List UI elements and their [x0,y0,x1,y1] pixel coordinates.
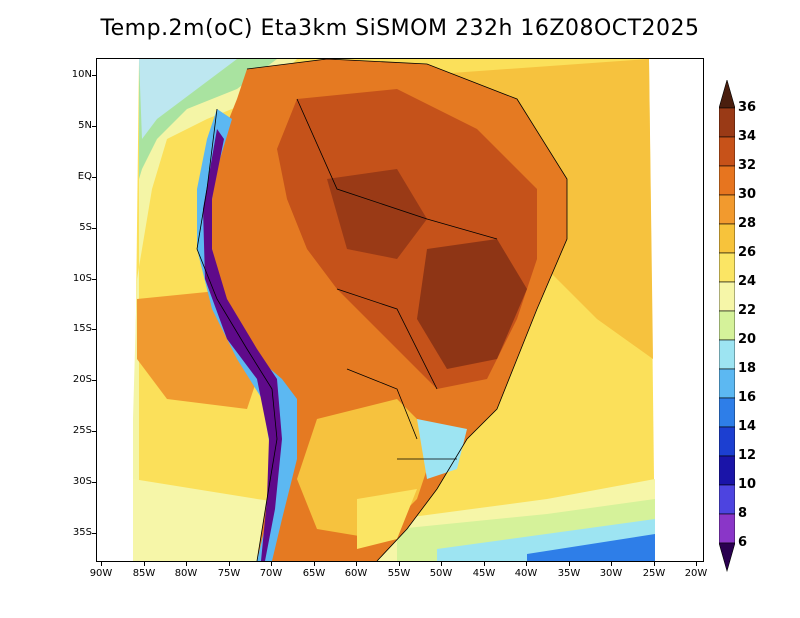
lon-label-65w: 65W [302,568,326,579]
colorbar-label: 22 [738,303,757,318]
colorbar-label: 34 [738,129,757,144]
colorbar-label: 14 [738,419,757,434]
colorbar-label: 20 [738,332,757,347]
colorbar-label: 26 [738,245,757,260]
colorbar-label: 16 [738,390,757,405]
temperature-map [97,59,703,561]
colorbar-label: 12 [738,448,757,463]
colorbar-segment [719,252,735,283]
lat-tick [92,482,96,483]
lon-label-80w: 80W [174,568,198,579]
colorbar-segment [719,397,735,428]
lon-label-25w: 25W [642,568,666,579]
colorbar-label: 8 [738,506,748,521]
lon-tick [484,562,485,566]
colorbar-label: 32 [738,158,757,173]
map-plot-area [96,58,704,562]
lat-tick [92,75,96,76]
lat-label-5s: 5S [79,222,92,233]
lon-label-75w: 75W [217,568,241,579]
colorbar-segment [719,368,735,399]
lon-label-85w: 85W [132,568,156,579]
lat-tick [92,177,96,178]
lat-tick [92,126,96,127]
lon-tick [441,562,442,566]
colorbar-segment [719,281,735,312]
lon-tick [399,562,400,566]
lat-tick [92,380,96,381]
lat-tick [92,431,96,432]
lat-label-10s: 10S [72,273,92,284]
colorbar-segment [719,223,735,254]
lat-tick [92,279,96,280]
lon-label-40w: 40W [514,568,538,579]
lon-tick [101,562,102,566]
lon-label-55w: 55W [387,568,411,579]
lat-label-15s: 15S [72,323,92,334]
colorbar-segment [719,484,735,515]
lon-tick [314,562,315,566]
colorbar-label: 24 [738,274,757,289]
lon-tick [186,562,187,566]
colorbar-segment [719,136,735,167]
lon-label-90w: 90W [89,568,113,579]
lon-label-30w: 30W [599,568,623,579]
lat-label-30s: 30S [72,476,92,487]
lon-tick [654,562,655,566]
lon-tick [356,562,357,566]
lon-label-20w: 20W [684,568,708,579]
colorbar-segment [719,426,735,457]
colorbar-label: 36 [738,100,757,115]
lon-tick [229,562,230,566]
colorbar-label: 10 [738,477,757,492]
colorbar-segment [719,339,735,370]
lat-label-5n: 5N [78,120,92,131]
colorbar-segment [719,165,735,196]
colorbar-bottom-arrow [719,542,735,573]
colorbar-label: 18 [738,361,757,376]
lon-label-50w: 50W [429,568,453,579]
colorbar-segment [719,194,735,225]
lon-tick [526,562,527,566]
lon-label-70w: 70W [259,568,283,579]
colorbar-top-arrow [719,80,735,109]
colorbar [719,80,735,573]
lat-label-20s: 20S [72,374,92,385]
colorbar-segment [719,455,735,486]
lon-tick [144,562,145,566]
colorbar-segment [719,310,735,341]
lon-label-60w: 60W [344,568,368,579]
lat-label-eq: EQ [77,171,92,182]
colorbar-label: 30 [738,187,757,202]
lat-label-10n: 10N [71,69,92,80]
lat-label-35s: 35S [72,527,92,538]
lon-label-45w: 45W [472,568,496,579]
lat-label-25s: 25S [72,425,92,436]
colorbar-label: 28 [738,216,757,231]
colorbar-segment [719,107,735,138]
lon-label-35w: 35W [557,568,581,579]
map-title: Temp.2m(oC) Eta3km SiSMOM 232h 16Z08OCT2… [100,16,700,41]
lon-tick [696,562,697,566]
lon-tick [611,562,612,566]
lat-tick [92,533,96,534]
colorbar-segment [719,513,735,544]
lon-tick [271,562,272,566]
lat-tick [92,228,96,229]
colorbar-label: 6 [738,535,748,550]
lat-tick [92,329,96,330]
lon-tick [569,562,570,566]
